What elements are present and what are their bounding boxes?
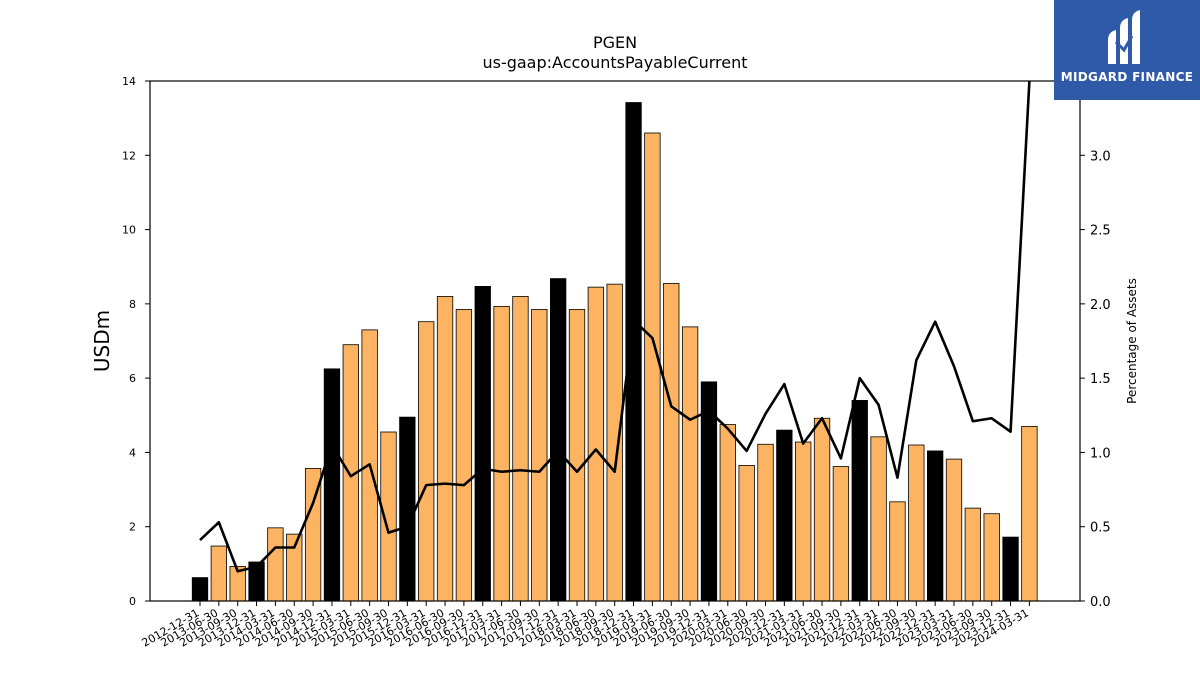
- midgard-finance-logo-icon: [1108, 10, 1140, 64]
- bar-2016-09-30: [455, 309, 473, 602]
- y-axis-label: USDm: [90, 310, 114, 372]
- bar-2024-03-31: [1021, 426, 1038, 602]
- y2-tick-label: 0.5: [1090, 521, 1111, 536]
- y2-tick-label: 2.5: [1090, 224, 1111, 239]
- bar-2017-09-30: [531, 309, 548, 602]
- bar-2022-09-30: [908, 444, 925, 602]
- bar-2016-03-31: [418, 321, 435, 602]
- y-tick-label: 2: [129, 521, 136, 534]
- y2-tick-label: 2.0: [1090, 298, 1111, 313]
- bar-2021-06-30: [813, 417, 831, 602]
- bar-2017-03-31: [493, 306, 510, 602]
- y2-axis-label: Percentage of Assets: [1125, 278, 1139, 404]
- y-tick-label: 14: [122, 75, 136, 88]
- bar-2023-09-30: [983, 513, 1000, 602]
- bar-2017-12-31: [550, 278, 567, 602]
- bar-2023-06-30: [964, 507, 981, 602]
- y-tick-label: 6: [129, 372, 136, 385]
- bar-2014-03-31: [267, 527, 284, 602]
- bar-2012-12-31: [191, 577, 209, 602]
- y2-tick-label: 1.0: [1090, 446, 1111, 461]
- bars-layer: [191, 102, 1038, 602]
- bar-2019-03-31: [644, 132, 661, 602]
- y2-tick-label: 0.0: [1090, 595, 1111, 610]
- bar-2022-12-31: [927, 450, 944, 602]
- x-axis: 2012-12-312013-06-302013-09-302013-12-31…: [140, 601, 1031, 650]
- bar-2021-09-30: [832, 466, 850, 602]
- bar-2016-12-31: [474, 285, 491, 602]
- bar-2014-12-31: [323, 368, 341, 602]
- bar-2020-09-30: [757, 443, 774, 602]
- bar-2020-06-30: [738, 465, 755, 602]
- y-axis-right: 0.0 0.5 1.0 1.5 2.0 2.5 3.0: [1080, 149, 1111, 610]
- bar-2020-03-31: [719, 424, 736, 602]
- y-tick-label: 10: [122, 224, 136, 237]
- chart-title: PGEN: [593, 33, 637, 52]
- bar-2016-06-30: [436, 296, 454, 602]
- bar-2021-12-31: [851, 400, 868, 602]
- y2-tick-label: 1.5: [1090, 372, 1111, 387]
- y-axis-left: 0 2 4 6 8 10 12 14: [122, 75, 150, 608]
- y-tick-label: 8: [129, 298, 136, 311]
- y2-tick-label: 3.0: [1090, 149, 1111, 164]
- brand-name: MIDGARD FINANCE: [1060, 70, 1194, 84]
- percentage-of-assets-line: [199, 80, 1031, 573]
- brand-logo: MIDGARD FINANCE: [1054, 0, 1200, 100]
- bar-2015-12-31: [399, 416, 416, 602]
- chart-subtitle: us-gaap:AccountsPayableCurrent: [482, 53, 747, 72]
- bar-2019-06-30: [663, 283, 680, 602]
- bar-2018-09-30: [606, 283, 623, 602]
- bar-2022-03-31: [870, 436, 887, 602]
- bar-2023-03-31: [945, 458, 963, 602]
- y-tick-label: 0: [129, 595, 136, 608]
- bar-2013-06-30: [210, 545, 228, 602]
- bar-2018-06-30: [587, 286, 604, 602]
- bar-2018-12-31: [625, 102, 642, 602]
- bar-2020-12-31: [776, 429, 793, 602]
- bar-2021-03-31: [795, 441, 812, 602]
- bar-2022-06-30: [889, 501, 906, 602]
- y-tick-label: 12: [122, 149, 136, 162]
- bar-2018-03-31: [568, 309, 586, 602]
- bar-2023-12-31: [1002, 536, 1019, 602]
- y-tick-label: 4: [129, 446, 136, 459]
- bar-2017-06-30: [512, 296, 529, 602]
- bar-2019-09-30: [681, 326, 699, 602]
- bar-2014-06-30: [286, 533, 303, 602]
